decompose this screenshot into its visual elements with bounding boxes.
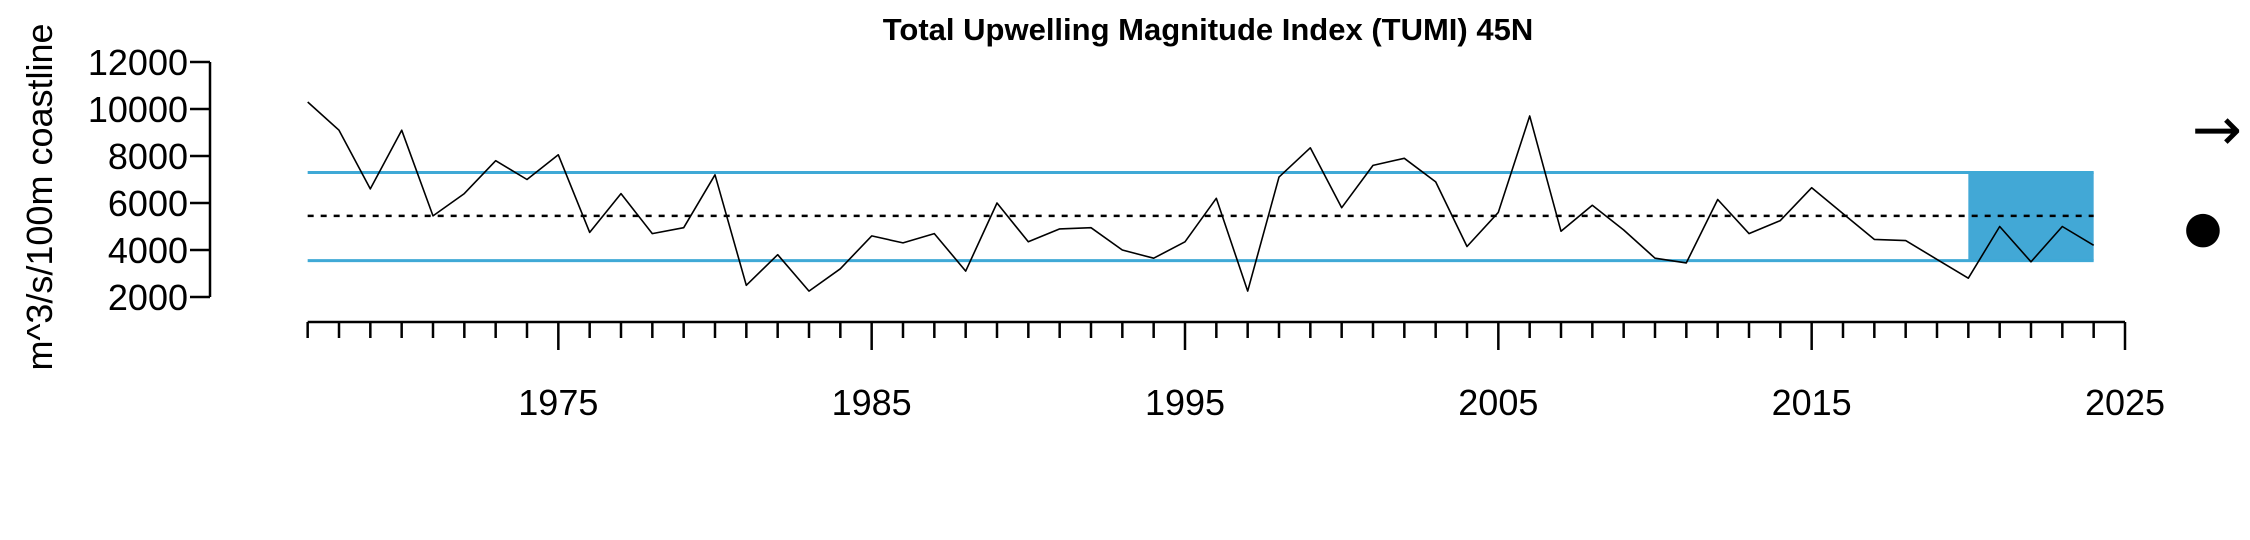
- y-tick-label: 8000: [108, 136, 188, 177]
- series-line: [307, 101, 2095, 292]
- y-tick-label: 6000: [108, 183, 188, 224]
- x-tick-label: 2005: [1458, 382, 1538, 423]
- y-axis-label: m^3/s/100m coastline: [19, 23, 60, 370]
- trend-arrow-indicator: →: [2192, 95, 2242, 165]
- x-tick-label: 1995: [1145, 382, 1225, 423]
- x-tick-label: 1975: [518, 382, 598, 423]
- y-tick-label: 10000: [88, 89, 188, 130]
- y-tick-label: 2000: [108, 277, 188, 318]
- x-tick-label: 2015: [1772, 382, 1852, 423]
- chart-title: Total Upwelling Magnitude Index (TUMI) 4…: [883, 12, 1533, 47]
- x-tick-label: 2025: [2085, 382, 2165, 423]
- mean-status-dot-indicator: ●: [2184, 202, 2222, 253]
- axes-layer: 2000 4000 6000 8000 10000 12000 1975 1985 1995 20…: [88, 42, 2165, 423]
- x-tick-label: 1985: [832, 382, 912, 423]
- y-tick-label: 12000: [88, 42, 188, 83]
- plot-layer: [307, 101, 2095, 292]
- y-tick-label: 4000: [108, 230, 188, 271]
